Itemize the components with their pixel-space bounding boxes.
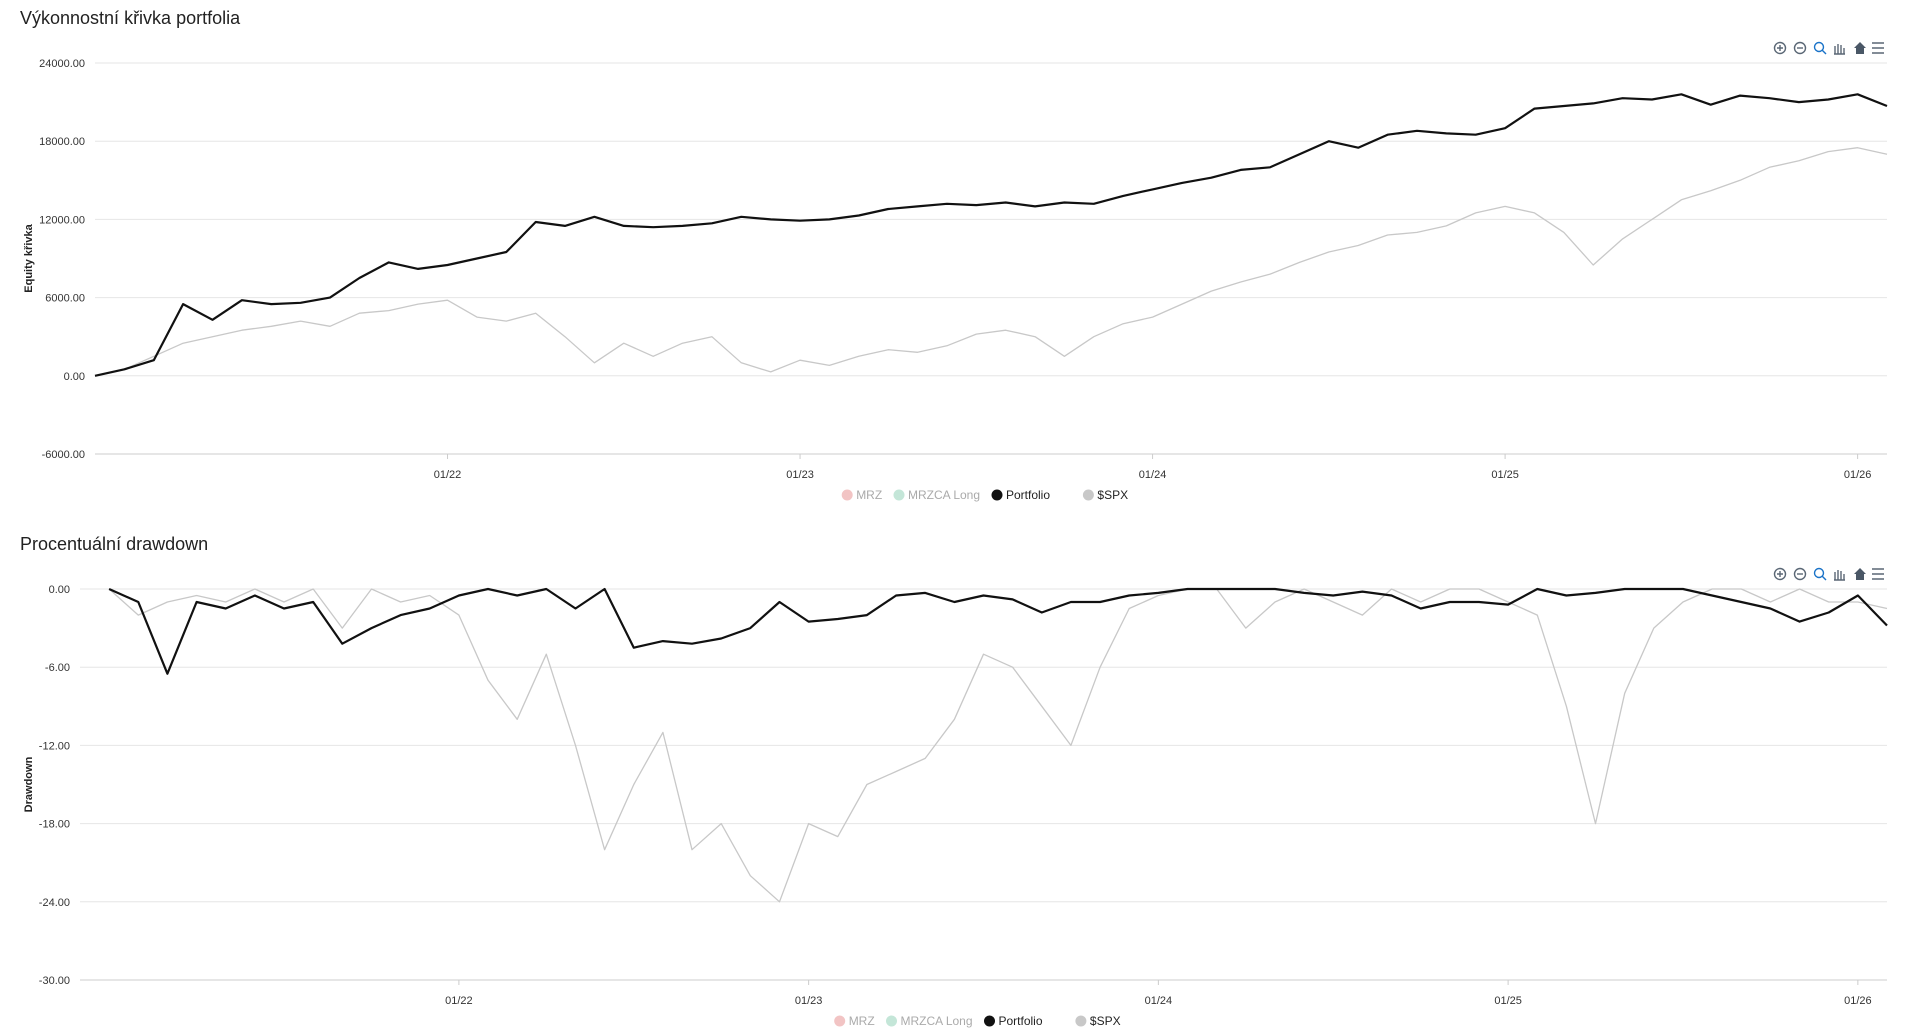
series-line — [94, 147, 1888, 377]
selection-zoom-button[interactable] — [1813, 41, 1827, 55]
legend-item[interactable]: MRZCA Long — [893, 488, 981, 502]
legend-item[interactable]: MRZ — [834, 1014, 875, 1028]
series-line — [108, 587, 1888, 675]
x-tick-label: 01/25 — [1494, 995, 1522, 1007]
x-tick-label: 01/22 — [434, 469, 462, 481]
reset-button[interactable] — [1854, 568, 1866, 580]
y-tick-label: 0.00 — [64, 371, 85, 383]
y-tick-label: 18000.00 — [39, 136, 85, 148]
legend-label: MRZ — [849, 1014, 875, 1028]
x-tick-label: 01/22 — [445, 995, 473, 1007]
legend-item[interactable]: $SPX — [1075, 1014, 1121, 1028]
pan-button[interactable] — [1834, 44, 1845, 55]
toolbar — [1773, 567, 1884, 581]
y-tick-label: 24000.00 — [39, 58, 85, 70]
y-tick-label: 6000.00 — [45, 293, 85, 305]
menu-button[interactable] — [1872, 568, 1884, 580]
zoom-in-button[interactable] — [1773, 567, 1787, 581]
menu-button[interactable] — [1872, 42, 1884, 54]
x-tick-label: 01/24 — [1145, 995, 1173, 1007]
legend-label: MRZ — [856, 488, 882, 502]
legend-item[interactable]: MRZ — [841, 488, 883, 502]
reset-button[interactable] — [1854, 42, 1866, 54]
legend-item[interactable]: Portfolio — [991, 488, 1051, 502]
legend-label: $SPX — [1090, 1014, 1121, 1028]
zoom-out-button[interactable] — [1793, 567, 1807, 581]
legend: MRZ MRZCA Long Portfolio $SPX — [841, 488, 1128, 502]
legend-marker — [893, 489, 905, 501]
series-line — [94, 93, 1888, 377]
x-tick-label: 01/25 — [1491, 469, 1519, 481]
x-tick-label: 01/26 — [1844, 469, 1872, 481]
y-tick-label: -6.00 — [45, 662, 70, 674]
y-tick-label: -18.00 — [39, 819, 70, 831]
legend-item[interactable]: $SPX — [1082, 488, 1128, 502]
legend-label: MRZCA Long — [901, 1014, 973, 1028]
selection-zoom-button[interactable] — [1813, 567, 1827, 581]
legend-marker — [841, 489, 853, 501]
y-tick-label: 12000.00 — [39, 214, 85, 226]
legend-marker — [1082, 489, 1094, 501]
y-tick-label: 0.00 — [49, 584, 70, 596]
legend-marker — [1075, 1015, 1087, 1027]
legend-item[interactable]: Portfolio — [984, 1014, 1043, 1028]
x-tick-label: 01/23 — [786, 469, 814, 481]
legend-label: MRZCA Long — [908, 488, 980, 502]
pan-button[interactable] — [1834, 570, 1845, 581]
y-tick-label: -24.00 — [39, 897, 70, 909]
legend-label: Portfolio — [999, 1014, 1043, 1028]
toolbar — [1773, 41, 1884, 55]
series-line — [108, 588, 1888, 903]
y-axis-title: Equity křivka — [23, 223, 35, 292]
legend-marker — [834, 1015, 846, 1027]
legend-marker — [991, 489, 1003, 501]
y-tick-label: -30.00 — [39, 975, 70, 987]
chart-title: Výkonnostní křivka portfolia — [20, 8, 241, 28]
legend-marker — [984, 1015, 995, 1027]
zoom-out-button[interactable] — [1793, 41, 1807, 55]
legend: MRZ MRZCA Long Portfolio $SPX — [834, 1014, 1121, 1028]
x-tick-label: 01/24 — [1139, 469, 1167, 481]
legend-label: $SPX — [1097, 488, 1128, 502]
x-tick-label: 01/26 — [1844, 995, 1872, 1007]
legend-label: Portfolio — [1006, 488, 1050, 502]
zoom-in-button[interactable] — [1773, 41, 1787, 55]
legend-item[interactable]: MRZCA Long — [886, 1014, 973, 1028]
x-tick-label: 01/23 — [795, 995, 823, 1007]
y-tick-label: -6000.00 — [42, 449, 85, 461]
legend-marker — [886, 1015, 897, 1027]
y-tick-label: -12.00 — [39, 740, 70, 752]
chart-title: Procentuální drawdown — [20, 534, 208, 554]
y-axis-title: Drawdown — [23, 756, 35, 812]
